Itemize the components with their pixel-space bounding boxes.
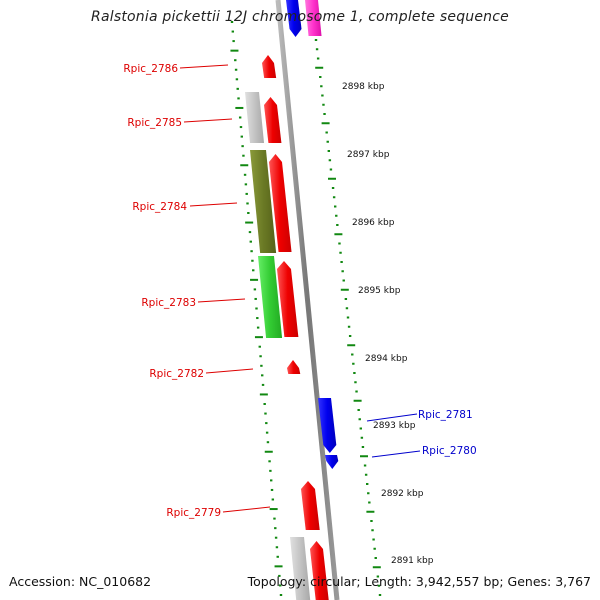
gene-grey-block-1[interactable] — [245, 92, 265, 143]
gene-red-block-bottom[interactable] — [310, 541, 329, 600]
gene-rpic-2783-arrow[interactable] — [277, 261, 299, 337]
gene-label-leader — [189, 202, 238, 207]
gene-label[interactable]: Rpic_2781 — [418, 409, 473, 421]
gene-label[interactable]: Rpic_2779 — [166, 507, 221, 519]
gene-features — [245, 0, 339, 600]
gene-label[interactable]: Rpic_2786 — [123, 63, 178, 75]
kbp-label: 2897 kbp — [347, 150, 390, 160]
kbp-label: 2893 kbp — [373, 421, 416, 431]
chromosome-backbone — [275, 0, 340, 600]
gene-label[interactable]: Rpic_2780 — [422, 445, 477, 457]
gene-rpic-2784-block[interactable] — [250, 150, 277, 253]
kbp-label: 2898 kbp — [342, 82, 385, 92]
gene-label-leader — [183, 118, 233, 123]
gene-label-leader — [205, 368, 254, 374]
kbp-label: 2894 kbp — [365, 354, 408, 364]
kbp-label: 2895 kbp — [358, 286, 401, 296]
kbp-tick-labels: 2898 kbp 2897 kbp 2896 kbp 2895 kbp 2894 kbp… — [342, 82, 434, 566]
gene-rpic-2785-arrow[interactable] — [264, 97, 282, 143]
accession-text: Accession: NC_010682 — [9, 574, 152, 589]
kbp-label: 2891 kbp — [391, 556, 434, 566]
gene-rpic-2780-arrow[interactable] — [325, 455, 339, 469]
gene-rpic-2786-arrow[interactable] — [262, 55, 277, 78]
gene-label-leader — [222, 506, 271, 513]
gene-label-leader — [366, 413, 418, 422]
outer-dotted-scale — [314, 39, 382, 596]
gene-label[interactable]: Rpic_2783 — [141, 297, 196, 309]
gene-label-leader — [179, 64, 229, 69]
gene-rpic-2782-arrow[interactable] — [287, 360, 301, 374]
gene-label[interactable]: Rpic_2785 — [127, 117, 182, 129]
gene-label-leader — [371, 450, 421, 458]
gene-block-pink-top[interactable] — [305, 0, 322, 36]
gene-rpic-2779-arrow[interactable] — [301, 481, 320, 530]
gene-label-leader — [197, 298, 246, 303]
kbp-label: 2896 kbp — [352, 218, 395, 228]
gene-label[interactable]: Rpic_2784 — [132, 201, 187, 213]
gene-grey-block-2[interactable] — [290, 537, 311, 600]
kbp-label: 2892 kbp — [381, 489, 424, 499]
gene-label[interactable]: Rpic_2782 — [149, 368, 204, 380]
gene-block-blue-top[interactable] — [286, 0, 302, 37]
gene-labels: Rpic_2786 Rpic_2785 Rpic_2784 Rpic_2783 Rpic… — [123, 63, 476, 519]
map-title: Ralstonia pickettii 12J chromosome 1, co… — [91, 9, 509, 25]
gene-rpic-2781-arrow[interactable] — [318, 398, 337, 453]
genome-summary-text: Topology: circular; Length: 3,942,557 bp… — [247, 574, 591, 589]
inner-dotted-scale — [230, 21, 283, 596]
gene-rpic-2783-block[interactable] — [258, 256, 283, 338]
gene-rpic-2784-arrow[interactable] — [269, 154, 292, 252]
